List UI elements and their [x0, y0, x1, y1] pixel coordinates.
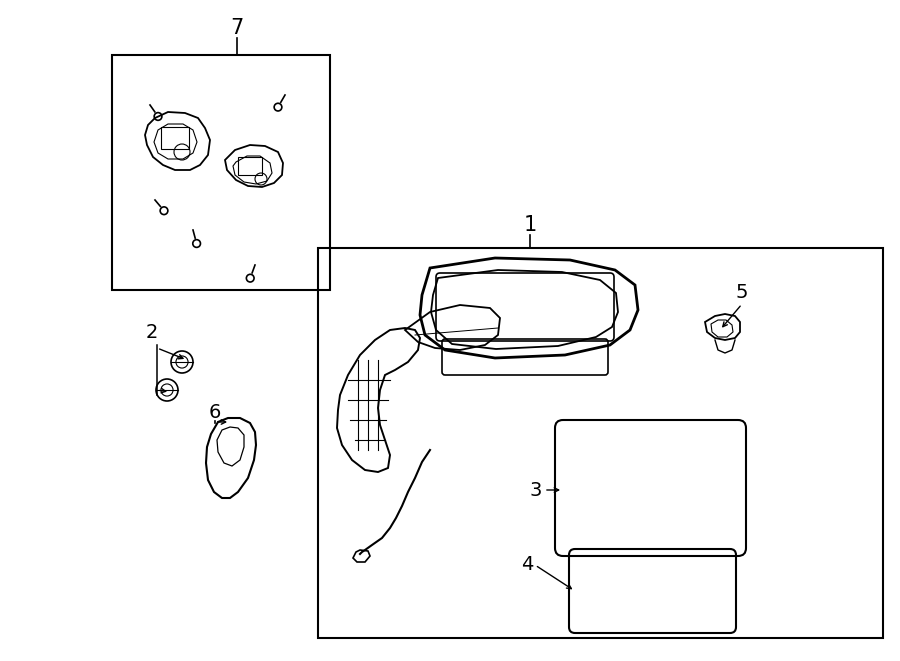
Bar [238, 157, 262, 175]
Text: 5: 5 [736, 282, 748, 301]
Bar [161, 127, 189, 149]
Bar [318, 248, 883, 638]
Text: 4: 4 [521, 555, 533, 574]
Text: 6: 6 [209, 403, 221, 422]
Bar [112, 55, 330, 290]
Text: 7: 7 [230, 18, 244, 38]
Text: 3: 3 [530, 481, 542, 500]
Text: 1: 1 [524, 215, 536, 235]
Text: 2: 2 [146, 323, 158, 342]
